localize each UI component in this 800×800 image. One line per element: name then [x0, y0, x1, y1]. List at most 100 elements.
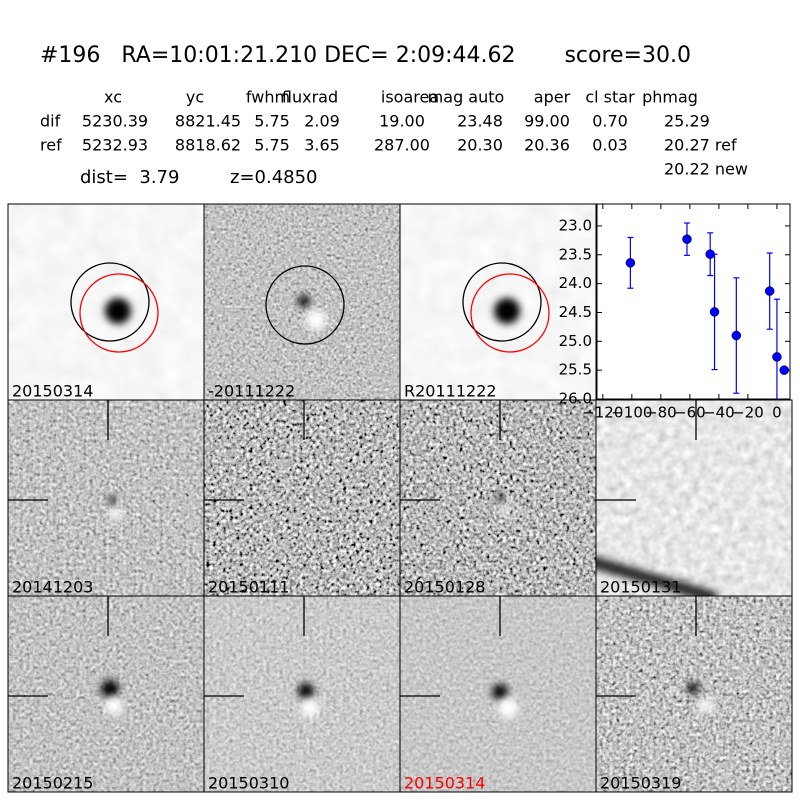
- stamp: [8, 596, 204, 792]
- point: [625, 258, 636, 268]
- y-tick-label: 24.5: [559, 303, 592, 321]
- y-tick-label: 24.0: [559, 274, 592, 292]
- stamp: [204, 400, 400, 596]
- point: [709, 307, 720, 317]
- source-dark: [492, 684, 508, 700]
- x-tick-label: −100: [611, 404, 652, 422]
- stamp-border: [595, 595, 793, 793]
- y-tick-label: 25.5: [559, 361, 592, 379]
- stamp-image: [596, 596, 792, 792]
- x-tick-label: −60: [674, 404, 706, 422]
- stamp: [400, 400, 596, 596]
- point: [779, 365, 789, 375]
- source-light: [301, 699, 319, 717]
- x-tick-label: −120: [582, 404, 623, 422]
- table-cell: 287.00: [374, 136, 430, 155]
- column-header: aper: [534, 88, 571, 107]
- table-cell: 8818.62: [175, 136, 241, 155]
- table-extra: 20.22 new: [664, 160, 748, 179]
- source-light: [110, 508, 122, 520]
- source-dark: [108, 496, 116, 504]
- table-cell: 20.30: [457, 136, 503, 155]
- stamp-image: [204, 400, 400, 596]
- source-dark: [298, 683, 314, 699]
- stamp: [204, 596, 400, 792]
- table-cell: 2.09: [304, 112, 340, 131]
- source-dark: [101, 680, 119, 698]
- stamp-label: 20150128: [404, 578, 485, 597]
- table-cell: 5232.93: [82, 136, 148, 155]
- stamp-label: 20150215: [12, 774, 93, 793]
- column-header: fwhm: [246, 88, 290, 107]
- y-tick-label: 25.0: [559, 332, 592, 350]
- source-dark: [105, 298, 131, 324]
- stamp: [204, 204, 400, 400]
- row-label: dif: [40, 112, 61, 131]
- redshift: z=0.4850: [230, 167, 318, 188]
- x-tick-label: −40: [703, 404, 735, 422]
- column-header: cl star: [585, 88, 635, 107]
- stamp: [8, 204, 204, 400]
- source-dark: [298, 295, 310, 307]
- table-cell: 99.00: [524, 112, 570, 131]
- aperture: [462, 262, 542, 342]
- source-light: [699, 699, 713, 713]
- aperture: [265, 265, 345, 345]
- stamp: [596, 596, 792, 792]
- x-tick-label: −80: [645, 404, 677, 422]
- dist: dist= 3.79: [80, 167, 179, 188]
- plot-background: [596, 203, 791, 400]
- stamp: [8, 400, 204, 596]
- source-light: [499, 505, 509, 515]
- table-cell: 0.03: [592, 136, 628, 155]
- aperture: [70, 262, 150, 342]
- point: [682, 234, 692, 244]
- stamp: [596, 400, 792, 596]
- y-tick-label: 26.0: [559, 390, 592, 408]
- table-cell: 8821.45: [175, 112, 241, 131]
- source-light: [498, 698, 518, 718]
- stamp: [400, 204, 596, 400]
- table-cell: 25.29: [664, 112, 710, 131]
- title: #196 RA=10:01:21.210 DEC= 2:09:44.62 sco…: [40, 43, 691, 68]
- light-curve: 23.023.524.024.525.025.526.0−120−100−80−…: [559, 203, 791, 422]
- source-dark: [687, 682, 699, 694]
- point: [731, 330, 742, 341]
- aperture: [79, 273, 159, 353]
- column-header: xc: [104, 88, 122, 107]
- stamp-label: R20111222: [404, 382, 497, 401]
- stamp-label: 20150314: [404, 774, 485, 793]
- stamp-label: -20111222: [208, 382, 295, 401]
- column-header: phmag: [642, 88, 698, 107]
- source-light: [306, 310, 326, 330]
- row-label: ref: [40, 136, 62, 155]
- x-tick-label: −20: [732, 404, 764, 422]
- table-cell: 3.65: [304, 136, 340, 155]
- stamp-label: 20141203: [12, 578, 93, 597]
- stamp: [400, 596, 596, 792]
- point: [772, 352, 782, 362]
- plot-area: [625, 222, 789, 399]
- streak: [596, 556, 718, 596]
- table-cell: 20.36: [524, 136, 570, 155]
- stamp-grid: 20150314 -20111222 R20111222 20141203 201501…: [7, 203, 793, 793]
- stamp-image: [8, 400, 204, 596]
- table-cell: 20.27 ref: [664, 136, 737, 155]
- table-cell: 5.75: [254, 136, 290, 155]
- column-header: mag auto: [428, 88, 505, 107]
- column-header: yc: [186, 88, 204, 107]
- source-dark: [496, 494, 504, 502]
- table-cell: 5.75: [254, 112, 290, 131]
- table-cell: 23.48: [457, 112, 503, 131]
- x-tick-label: 0: [772, 404, 782, 422]
- table-cell: 5230.39: [82, 112, 148, 131]
- stamp-label: 20150131: [600, 578, 681, 597]
- stamp-label: 20150111: [208, 578, 289, 597]
- point: [764, 286, 775, 296]
- source-dark: [494, 298, 520, 324]
- aperture: [470, 273, 550, 353]
- y-tick-label: 23.0: [559, 216, 592, 234]
- stamp-label: 20150310: [208, 774, 289, 793]
